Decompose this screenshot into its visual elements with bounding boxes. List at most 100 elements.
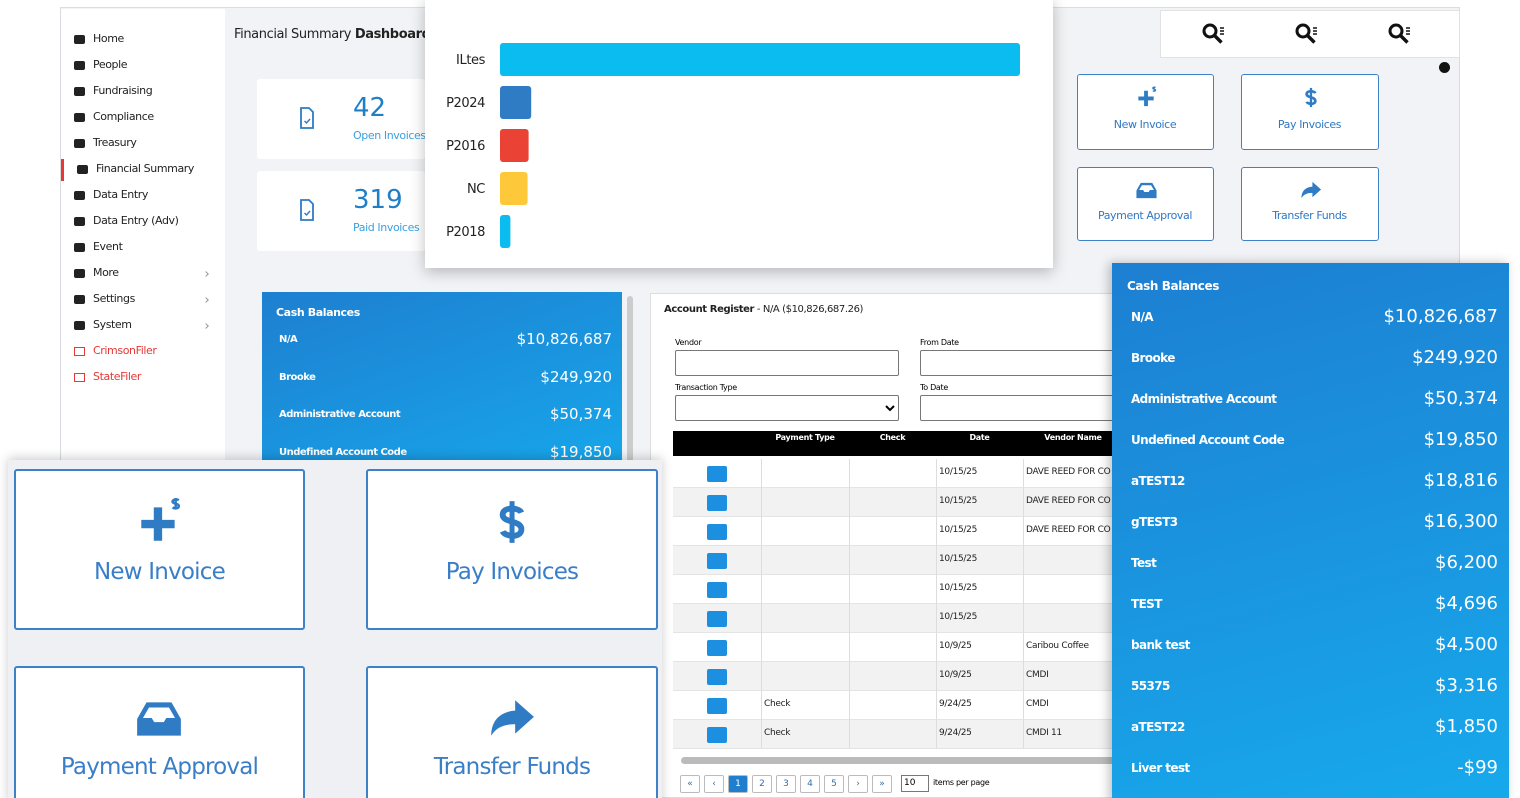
sidebar-item[interactable]: Financial Summary [61,159,225,181]
icon-shape [1138,185,1154,192]
action-label: Transfer Funds [433,754,591,780]
page-button[interactable]: 4 [800,775,820,793]
cash-label: Administrative Account [279,409,401,420]
y-tick-label: P2018 [446,225,485,240]
bar [500,129,529,162]
column-rule [761,662,762,691]
column-rule [936,662,937,691]
column-rule [936,575,937,604]
page-button[interactable]: » [872,775,892,793]
sidebar-icon [74,269,85,278]
sidebar-label: Home [93,32,124,45]
edit-button[interactable] [707,669,727,685]
column-rule [1023,575,1024,604]
cell: 10/15/25 [939,612,978,622]
edit-button[interactable] [707,582,727,598]
table-row [673,604,1129,633]
action-button[interactable]: New Invoice [14,469,305,630]
action-button[interactable]: New Invoice [1077,74,1214,150]
sidebar-item[interactable]: System [61,315,225,337]
cash-amount: $4,696 [1435,593,1498,614]
edit-button[interactable] [707,698,727,714]
edit-button[interactable] [707,611,727,627]
page-button[interactable]: ‹ [704,775,724,793]
cell: CMDI [1026,670,1049,680]
sidebar-item[interactable]: People [61,55,225,77]
action-button[interactable]: Transfer Funds [1241,167,1379,241]
field-input[interactable] [920,350,1129,376]
sidebar-label: CrimsonFiler [93,344,157,357]
sidebar-item[interactable]: CrimsonFiler [61,341,225,363]
table-header [673,431,1129,456]
column-rule [849,546,850,575]
sidebar-label: Fundraising [93,84,153,97]
column-rule [761,459,762,488]
cash-amount: $4,500 [1435,634,1498,655]
action-button[interactable]: Pay Invoices [1241,74,1379,150]
per-page-select[interactable]: 10 [901,775,929,792]
cell: DAVE REED FOR CO [1026,467,1111,477]
icon-shape [1135,182,1157,199]
sidebar-item[interactable]: More [61,263,225,285]
edit-button[interactable] [707,495,727,511]
sidebar-item[interactable]: Home [61,29,225,51]
sidebar-item[interactable]: Settings [61,289,225,311]
cash-balances: Cash Balances N/A $10,826,687 Brooke $249,92… [1112,263,1509,798]
page-button[interactable]: 3 [776,775,796,793]
field-input[interactable] [675,395,899,421]
edit-button[interactable] [707,640,727,656]
column-rule [1023,459,1024,488]
register-title-bold: Account Register [664,304,755,315]
cell: 10/15/25 [939,554,978,564]
cash-amount: $6,200 [1435,552,1498,573]
table-row [673,720,1129,749]
sidebar-label: StateFiler [93,370,142,383]
y-tick-label: ILtes [456,53,486,68]
edit-button[interactable] [707,524,727,540]
icon-shape [1295,23,1311,39]
edit-button[interactable] [707,466,727,482]
icon-shape [1202,23,1224,44]
page-button[interactable]: 5 [824,775,844,793]
action-button[interactable]: Payment Approval [1077,167,1214,241]
sidebar-label: More [93,266,119,279]
sidebar-item[interactable]: Data Entry [61,185,225,207]
action-label: Payment Approval [60,754,259,780]
column-rule [936,459,937,488]
edit-button[interactable] [707,727,727,743]
sidebar-label: Financial Summary [96,162,195,175]
sidebar-item[interactable]: Event [61,237,225,259]
sidebar-item[interactable]: StateFiler [61,367,225,389]
chart-popup: ILtes P2024 P2016 NC P2018 [425,0,1053,268]
field-input[interactable] [675,350,899,376]
action-button[interactable]: Transfer Funds [366,666,658,798]
field-label: Vendor [675,338,702,347]
sidebar-item[interactable]: Fundraising [61,81,225,103]
sidebar-icon [74,87,85,96]
field-input[interactable] [920,395,1129,421]
column-rule [849,517,850,546]
page-button[interactable]: « [680,775,700,793]
table-row [673,488,1129,517]
action-button[interactable]: Payment Approval [14,666,305,798]
sidebar-icon [77,165,88,174]
page-button[interactable]: › [848,775,868,793]
page-button[interactable]: 1 [728,775,748,793]
cell: 10/15/25 [939,467,978,477]
action-button[interactable]: Pay Invoices [366,469,658,630]
page-button[interactable]: 2 [752,775,772,793]
field-label: From Date [920,338,959,347]
column-header: Check [879,433,906,442]
sidebar-item[interactable]: Compliance [61,107,225,129]
column-rule [1023,488,1024,517]
cash-label: bank test [1131,638,1190,652]
sidebar-item[interactable]: Treasury [61,133,225,155]
scroll-top[interactable] [1439,62,1450,73]
column-rule [849,604,850,633]
column-rule [761,488,762,517]
sidebar-item[interactable]: Data Entry (Adv) [61,211,225,233]
edit-button[interactable] [707,553,727,569]
icon-shape [300,199,314,221]
column-rule [761,691,762,720]
